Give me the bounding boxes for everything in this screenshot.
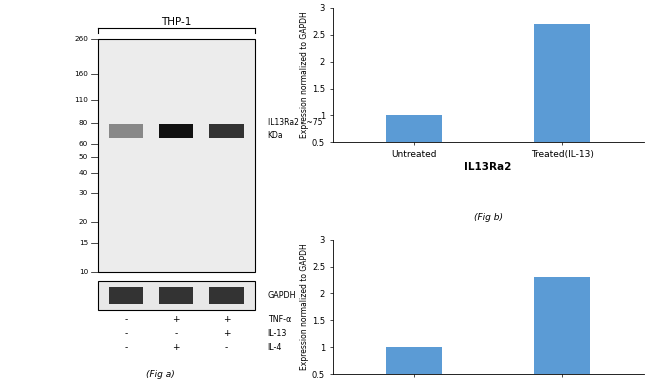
Y-axis label: Expression normalized to GAPDH: Expression normalized to GAPDH bbox=[300, 12, 309, 138]
Text: IL-13: IL-13 bbox=[268, 329, 287, 338]
Text: -: - bbox=[124, 343, 127, 352]
Text: 30: 30 bbox=[79, 190, 88, 196]
Bar bbox=[159, 287, 194, 304]
Bar bbox=[386, 115, 442, 142]
Text: GAPDH: GAPDH bbox=[268, 291, 296, 300]
Text: THP-1: THP-1 bbox=[161, 17, 191, 27]
Text: -: - bbox=[225, 343, 228, 352]
Text: 10: 10 bbox=[79, 269, 88, 275]
Text: +: + bbox=[172, 343, 180, 352]
Bar bbox=[98, 39, 255, 272]
Text: 15: 15 bbox=[79, 240, 88, 246]
Text: 60: 60 bbox=[79, 141, 88, 147]
Text: +: + bbox=[222, 329, 230, 338]
Text: 20: 20 bbox=[79, 219, 88, 225]
Y-axis label: Expression normalized to GAPDH: Expression normalized to GAPDH bbox=[300, 244, 309, 370]
Text: -: - bbox=[175, 329, 178, 338]
Text: IL13Ra2 - ~75: IL13Ra2 - ~75 bbox=[268, 118, 322, 127]
X-axis label: IL13Ra2: IL13Ra2 bbox=[464, 162, 512, 172]
Text: (Fig a): (Fig a) bbox=[146, 370, 174, 379]
Text: 80: 80 bbox=[79, 120, 88, 126]
Text: -: - bbox=[124, 329, 127, 338]
Bar bbox=[209, 287, 244, 304]
Text: +: + bbox=[172, 315, 180, 324]
Text: -: - bbox=[124, 315, 127, 324]
Text: +: + bbox=[222, 315, 230, 324]
Bar bbox=[534, 24, 590, 142]
Bar bbox=[159, 124, 194, 138]
Bar bbox=[98, 281, 255, 310]
Text: 160: 160 bbox=[74, 71, 88, 76]
Bar bbox=[534, 277, 590, 374]
Bar bbox=[209, 124, 244, 138]
Text: 260: 260 bbox=[74, 36, 88, 42]
Text: 110: 110 bbox=[74, 97, 88, 103]
Bar bbox=[109, 124, 144, 138]
Text: (Fig b): (Fig b) bbox=[474, 212, 502, 222]
Text: TNF-α: TNF-α bbox=[268, 315, 291, 324]
Bar bbox=[386, 347, 442, 374]
Text: IL-4: IL-4 bbox=[268, 343, 282, 352]
Text: 40: 40 bbox=[79, 170, 88, 176]
Text: 50: 50 bbox=[79, 154, 88, 160]
Text: KDa: KDa bbox=[268, 131, 283, 140]
Bar bbox=[109, 287, 144, 304]
